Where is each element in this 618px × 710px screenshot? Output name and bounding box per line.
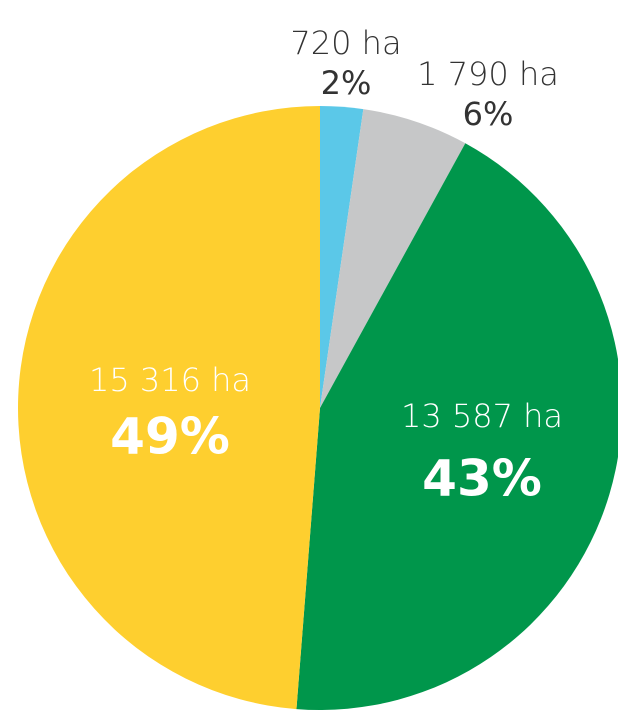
pie-slice xyxy=(320,106,364,408)
slice-percent-label: 49% xyxy=(110,408,230,466)
slice-value-label: 15 316 ha xyxy=(89,361,251,399)
slice-percent-label: 2% xyxy=(321,64,372,102)
slice-percent-label: 6% xyxy=(463,95,514,133)
slice-percent-label: 43% xyxy=(422,450,542,508)
pie-slice xyxy=(296,143,618,710)
pie-slice xyxy=(320,109,466,408)
slice-value-label: 1 790 ha xyxy=(417,55,559,93)
slice-value-label: 13 587 ha xyxy=(401,397,563,435)
pie-slice xyxy=(17,106,320,710)
slice-value-label: 720 ha xyxy=(290,24,401,62)
